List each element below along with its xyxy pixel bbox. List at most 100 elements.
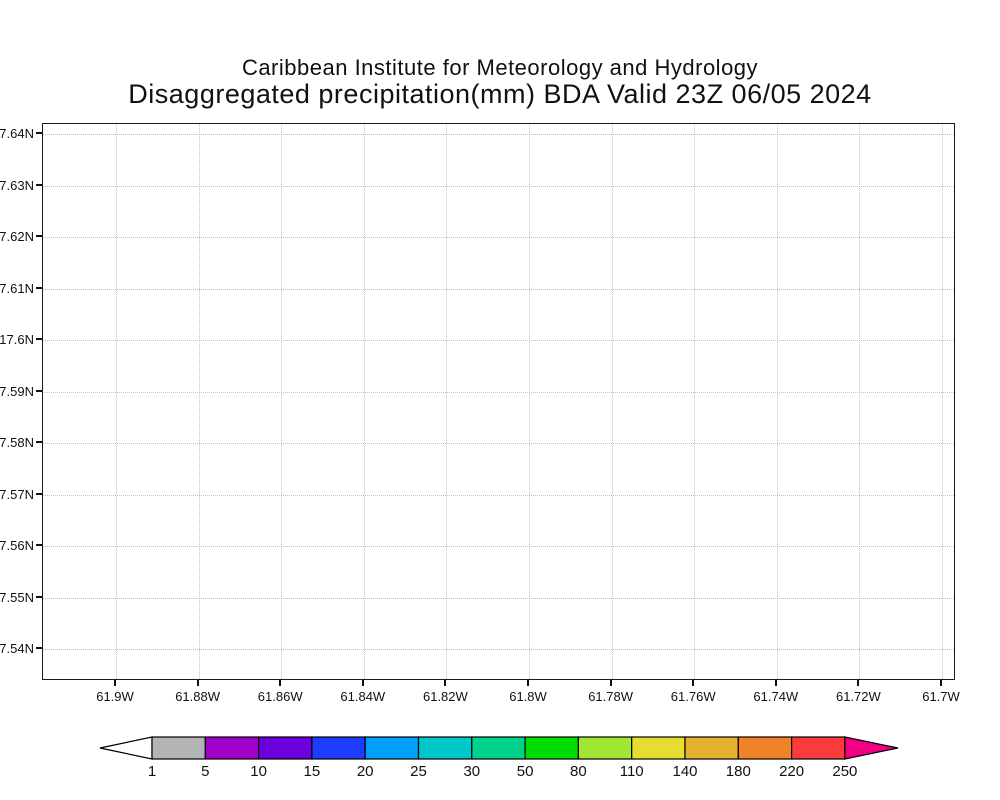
x-axis-tick (857, 680, 860, 686)
y-axis-tick (36, 338, 42, 340)
gridline-vertical (363, 124, 365, 679)
x-axis-tick (114, 680, 116, 686)
gridline-horizontal (43, 340, 954, 341)
colorbar-label: 30 (463, 763, 480, 780)
gridline-vertical (942, 124, 943, 679)
colorbar-arrow-left (99, 736, 153, 760)
plot-title: Disaggregated precipitation(mm) BDA Vali… (128, 79, 872, 109)
colorbar-segment (684, 736, 739, 760)
map-plot-area (42, 123, 955, 680)
colorbar-label: 10 (250, 763, 267, 780)
x-tick-label: 61.88W (175, 689, 220, 704)
colorbar-segment (631, 736, 686, 760)
colorbar-label: 1 (148, 763, 156, 780)
x-tick-label: 61.84W (340, 689, 386, 704)
y-axis-tick (36, 286, 42, 289)
gridline-horizontal (43, 288, 954, 290)
x-tick-label: 61.82W (422, 689, 468, 704)
colorbar-segment (471, 736, 526, 760)
y-tick-label: 7.61N (0, 280, 34, 296)
gridline-vertical (611, 124, 613, 679)
gridline-vertical (859, 124, 861, 679)
colorbar-segment (364, 736, 420, 760)
colorbar-segment (417, 736, 473, 760)
x-tick-label: 61.8W (509, 689, 547, 704)
x-tick-label: 61.76W (670, 689, 716, 704)
colorbar-segment (311, 736, 366, 760)
colorbar-segment (151, 736, 206, 760)
x-axis-tick (279, 680, 282, 686)
colorbar-legend: 1 5 10 15 20 25 30 50 80 110 140 180 220 250 (99, 736, 899, 780)
y-axis-tick (36, 389, 42, 392)
x-tick-label: 61.9W (96, 689, 134, 704)
x-axis-tick (196, 680, 199, 686)
x-axis-tick (940, 680, 942, 686)
x-tick-label: 61.74W (753, 689, 799, 704)
gridline-vertical (776, 124, 778, 679)
y-axis-tick (36, 441, 42, 443)
y-axis-tick (36, 492, 42, 495)
colorbar-label: 140 (672, 763, 697, 780)
colorbar-segment (258, 736, 313, 760)
y-axis-tick (36, 595, 42, 598)
colorbar-label: 50 (517, 763, 534, 780)
y-tick-label: 7.64N (0, 126, 34, 141)
gridline-horizontal (43, 649, 954, 650)
gridline-vertical (116, 124, 117, 679)
gridline-horizontal (43, 597, 954, 599)
y-axis-tick (36, 132, 42, 134)
x-axis-tick (609, 680, 612, 686)
y-tick-label: 7.57N (0, 486, 34, 502)
x-axis-tick (361, 680, 364, 686)
y-tick-label: 7.58N (0, 435, 34, 450)
colorbar-segment (524, 736, 579, 760)
gridline-horizontal (43, 185, 954, 187)
x-axis-tick (692, 680, 695, 686)
colorbar-segment (737, 736, 793, 760)
x-tick-label: 61.7W (922, 689, 960, 704)
institution-title: Caribbean Institute for Meteorology and … (241, 55, 759, 80)
gridline-horizontal (43, 546, 954, 547)
colorbar-label: 5 (201, 763, 209, 780)
colorbar-label: 250 (832, 763, 857, 780)
colorbar-label: 20 (357, 763, 374, 780)
colorbar-segment (577, 736, 633, 760)
gridline-vertical (694, 124, 696, 679)
y-axis-tick (36, 235, 42, 237)
gridline-vertical (281, 124, 283, 679)
x-axis-tick (527, 680, 529, 686)
colorbar-label: 80 (570, 763, 587, 780)
colorbar-label: 25 (410, 763, 427, 780)
gridline-vertical (198, 124, 200, 679)
gridline-vertical (446, 124, 448, 679)
gridline-horizontal (43, 237, 954, 238)
y-tick-label: 7.56N (0, 538, 34, 553)
gridline-horizontal (43, 391, 954, 393)
x-tick-label: 61.86W (257, 689, 303, 704)
gridline-vertical (529, 124, 530, 679)
y-axis-tick (36, 647, 42, 649)
colorbar-label: 220 (779, 763, 804, 780)
y-tick-label: 7.63N (0, 177, 34, 193)
x-tick-label: 61.78W (588, 689, 633, 704)
gridline-horizontal (43, 443, 954, 444)
x-axis-tick (444, 680, 447, 686)
x-axis-tick (774, 680, 777, 686)
y-tick-label: 7.59N (0, 383, 34, 399)
x-tick-label: 61.72W (835, 689, 881, 704)
colorbar-segment (790, 736, 846, 760)
y-tick-label: 7.55N (0, 589, 34, 605)
colorbar-segment (204, 736, 260, 760)
gridline-horizontal (43, 494, 954, 496)
y-axis-tick (36, 544, 42, 546)
y-tick-label: 7.62N (0, 229, 34, 244)
gridline-horizontal (43, 134, 954, 135)
y-tick-label: 17.6N (0, 332, 34, 347)
colorbar-label: 180 (726, 763, 751, 780)
colorbar-label: 15 (304, 763, 321, 780)
y-tick-label: 7.54N (0, 641, 34, 656)
y-axis-tick (36, 183, 42, 186)
colorbar-arrow-right (844, 736, 899, 760)
colorbar-label: 110 (620, 763, 644, 780)
